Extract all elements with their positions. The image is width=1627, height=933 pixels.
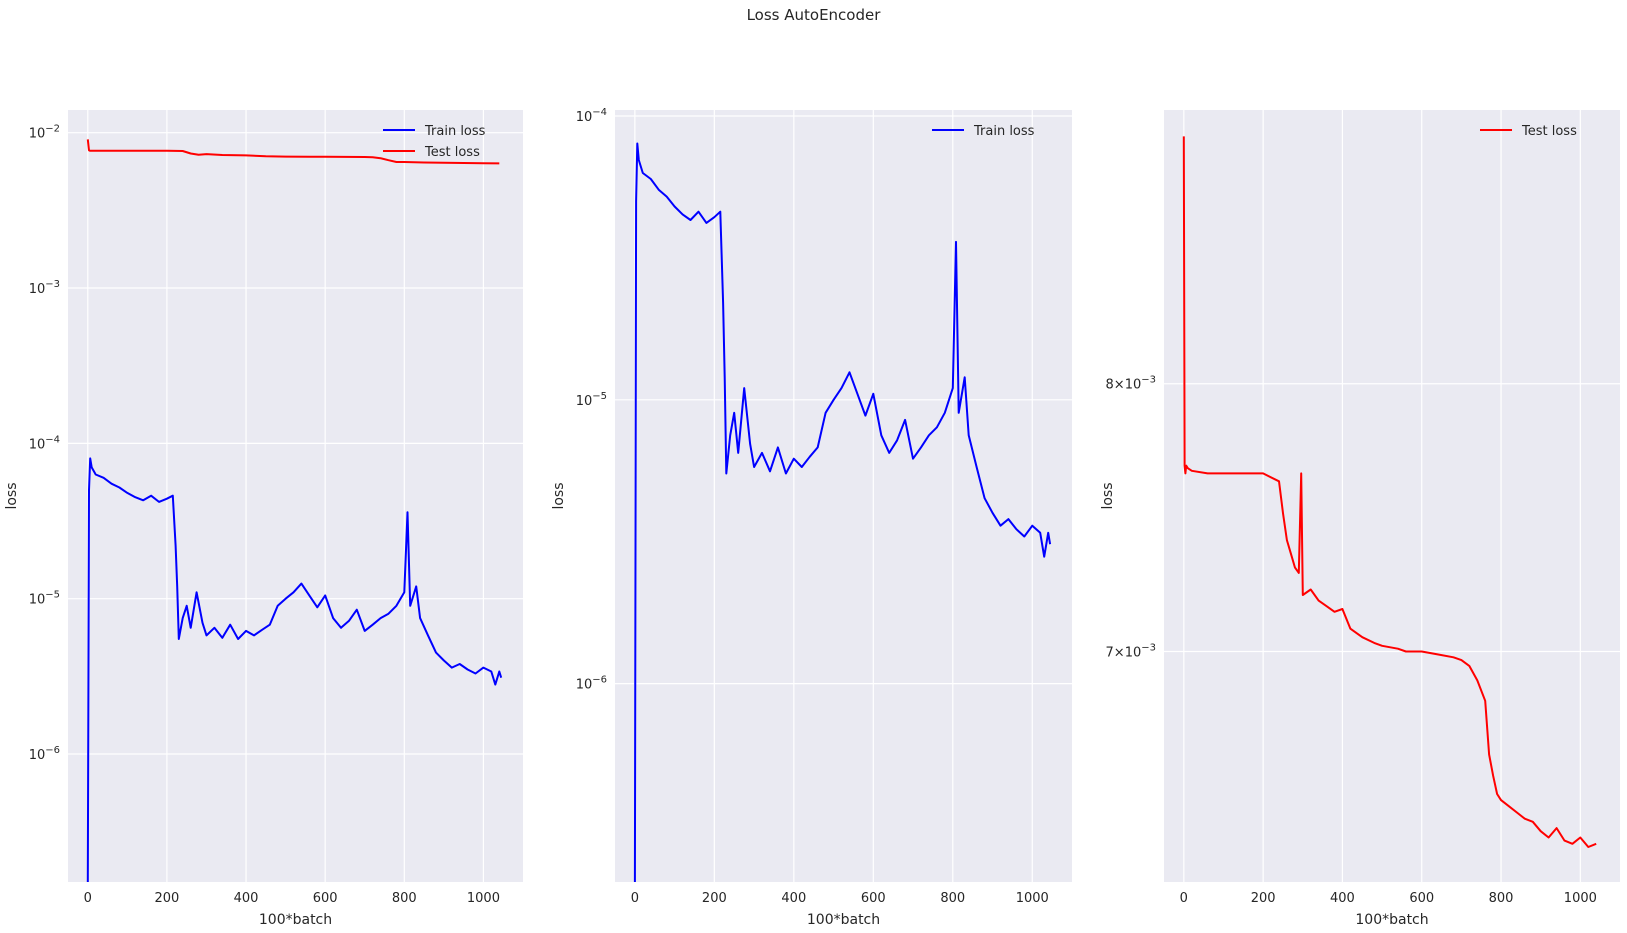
x-tick-label: 0	[84, 891, 92, 906]
x-tick-label: 0	[1180, 891, 1188, 906]
figure-title: Loss AutoEncoder	[746, 6, 881, 24]
x-tick-label: 800	[940, 891, 965, 906]
x-tick-label: 400	[781, 891, 806, 906]
legend-label: Train loss	[424, 124, 486, 139]
legend: Test loss	[1480, 124, 1577, 139]
x-tick-label: 1000	[467, 891, 500, 906]
subplot-test: 0 200 400 600 800 1000 7×10−3 8×10−3 100*batch lo…	[1100, 110, 1620, 928]
series-line-test-loss	[86, 139, 500, 165]
subplot-train-test: 0 200 400 600 800 1000 10−6 10−5 10−4 10−3 10−2 100…	[4, 110, 523, 928]
y-tick-label: 10−4	[576, 107, 607, 125]
legend-label: Train loss	[973, 124, 1035, 139]
legend-label: Test loss	[424, 145, 480, 160]
x-axis-label: 100*batch	[807, 912, 880, 928]
x-tick-label: 1000	[1016, 891, 1049, 906]
x-axis-label: 100*batch	[259, 912, 332, 928]
x-tick-label: 200	[702, 891, 727, 906]
x-tick-label: 200	[1251, 891, 1276, 906]
series-line-train-loss	[633, 142, 1052, 882]
y-tick-label: 7×10−3	[1106, 643, 1156, 661]
x-tick-label: 0	[631, 891, 639, 906]
series-line-train-loss	[86, 457, 503, 882]
legend: Train loss Test loss	[383, 124, 486, 160]
x-tick-label: 200	[154, 891, 179, 906]
plot-area	[68, 110, 523, 882]
x-tick-label: 600	[861, 891, 886, 906]
legend: Train loss	[932, 124, 1035, 139]
y-axis-label: loss	[551, 482, 567, 509]
x-tick-label: 800	[1489, 891, 1514, 906]
x-tick-label: 1000	[1564, 891, 1597, 906]
x-tick-label: 800	[392, 891, 417, 906]
subplot-train: 0 200 400 600 800 1000 10−6 10−5 10−4 100*batch lo…	[551, 107, 1072, 928]
x-tick-label: 400	[234, 891, 259, 906]
x-axis-label: 100*batch	[1355, 912, 1428, 928]
y-tick-label: 10−4	[29, 434, 60, 452]
y-tick-label: 10−2	[29, 124, 60, 142]
x-tick-label: 600	[313, 891, 338, 906]
series-line-test-loss	[1182, 136, 1597, 848]
y-axis-label: loss	[4, 482, 20, 509]
y-tick-label: 10−5	[576, 391, 607, 409]
y-tick-label: 10−5	[29, 590, 60, 608]
legend-label: Test loss	[1521, 124, 1577, 139]
y-tick-label: 8×10−3	[1106, 375, 1156, 393]
y-tick-label: 10−6	[29, 745, 60, 763]
plot-area	[1164, 110, 1620, 882]
x-tick-label: 400	[1330, 891, 1355, 906]
plot-area	[615, 110, 1072, 882]
y-tick-label: 10−6	[576, 675, 607, 693]
y-tick-label: 10−3	[29, 279, 60, 297]
y-axis-label: loss	[1100, 482, 1116, 509]
x-tick-label: 600	[1409, 891, 1434, 906]
